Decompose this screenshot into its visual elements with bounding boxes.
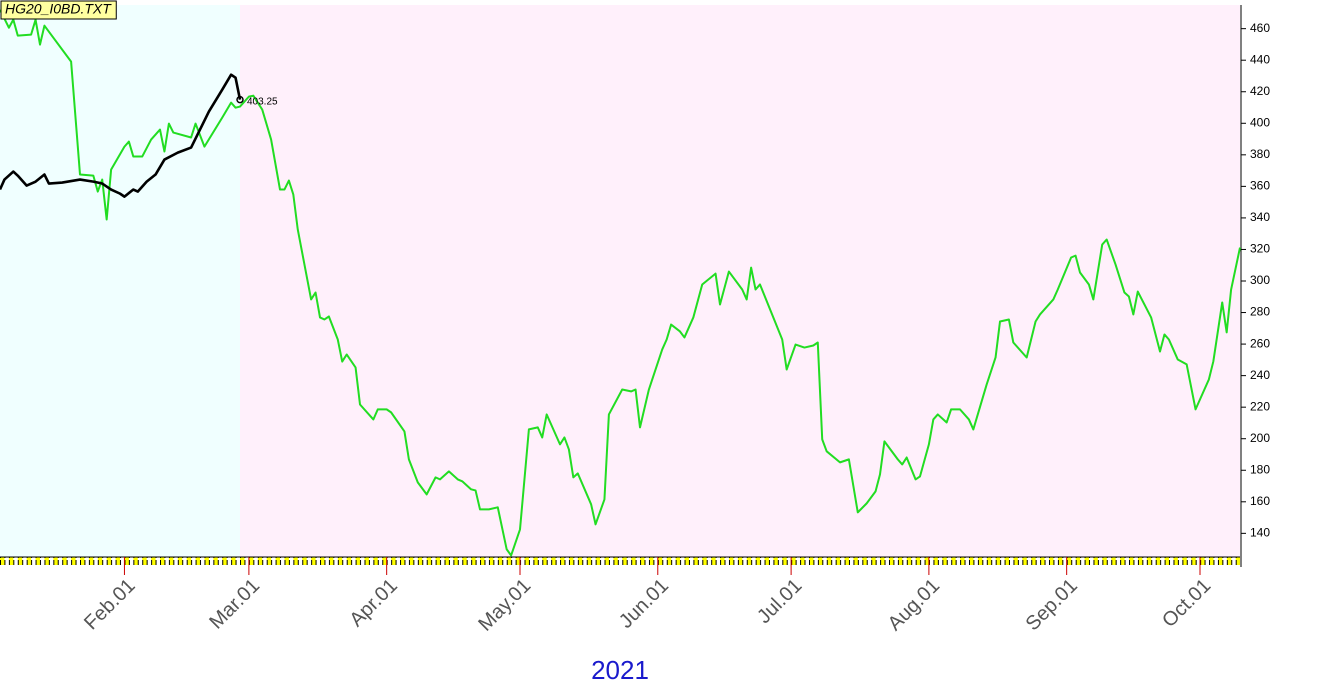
y-tick-label: 320 — [1250, 242, 1270, 256]
x-tick-label: Aug.01 — [884, 575, 944, 635]
y-tick-label: 260 — [1250, 336, 1270, 350]
y-tick-label: 200 — [1250, 431, 1270, 445]
x-tick-label: Jun.01 — [615, 575, 673, 633]
y-tick-label: 400 — [1250, 115, 1270, 129]
y-tick-label: 140 — [1250, 526, 1270, 540]
x-axis-label: 2021 — [591, 655, 649, 685]
y-tick-label: 240 — [1250, 368, 1270, 382]
y-tick-label: 340 — [1250, 210, 1270, 224]
series-line — [0, 73, 242, 198]
y-tick-label: 180 — [1250, 462, 1270, 476]
y-tick-label: 220 — [1250, 399, 1270, 413]
x-tick-label: Sep.01 — [1022, 575, 1082, 635]
title-box — [0, 0, 117, 20]
y-tick-label: 380 — [1250, 147, 1270, 161]
x-tick-label: Feb.01 — [80, 575, 140, 635]
x-tick-label: Oct.01 — [1158, 575, 1215, 632]
x-tick-label: Mar.01 — [205, 575, 264, 634]
y-tick-label: 160 — [1250, 494, 1270, 508]
x-tick-label: May.01 — [474, 575, 535, 636]
series-line — [0, 9, 1241, 557]
y-tick-label: 460 — [1250, 21, 1270, 35]
y-tick-label: 300 — [1250, 273, 1270, 287]
day-strip — [0, 557, 1240, 565]
y-tick-label: 280 — [1250, 305, 1270, 319]
background-current — [240, 5, 1240, 557]
plot-area: 403.25 — [0, 9, 1241, 557]
annotation: 403.25 — [247, 96, 278, 107]
x-tick-label: Jul.01 — [753, 575, 806, 628]
x-tick-label: Apr.01 — [345, 575, 401, 631]
end-marker — [236, 95, 244, 104]
chart-title: HG20_I0BD.TXT — [5, 1, 112, 17]
y-tick-label: 420 — [1250, 84, 1270, 98]
y-tick-label: 360 — [1250, 179, 1270, 193]
plot-background — [0, 5, 1240, 557]
y-tick-label: 440 — [1250, 52, 1270, 66]
background-history — [0, 5, 240, 557]
